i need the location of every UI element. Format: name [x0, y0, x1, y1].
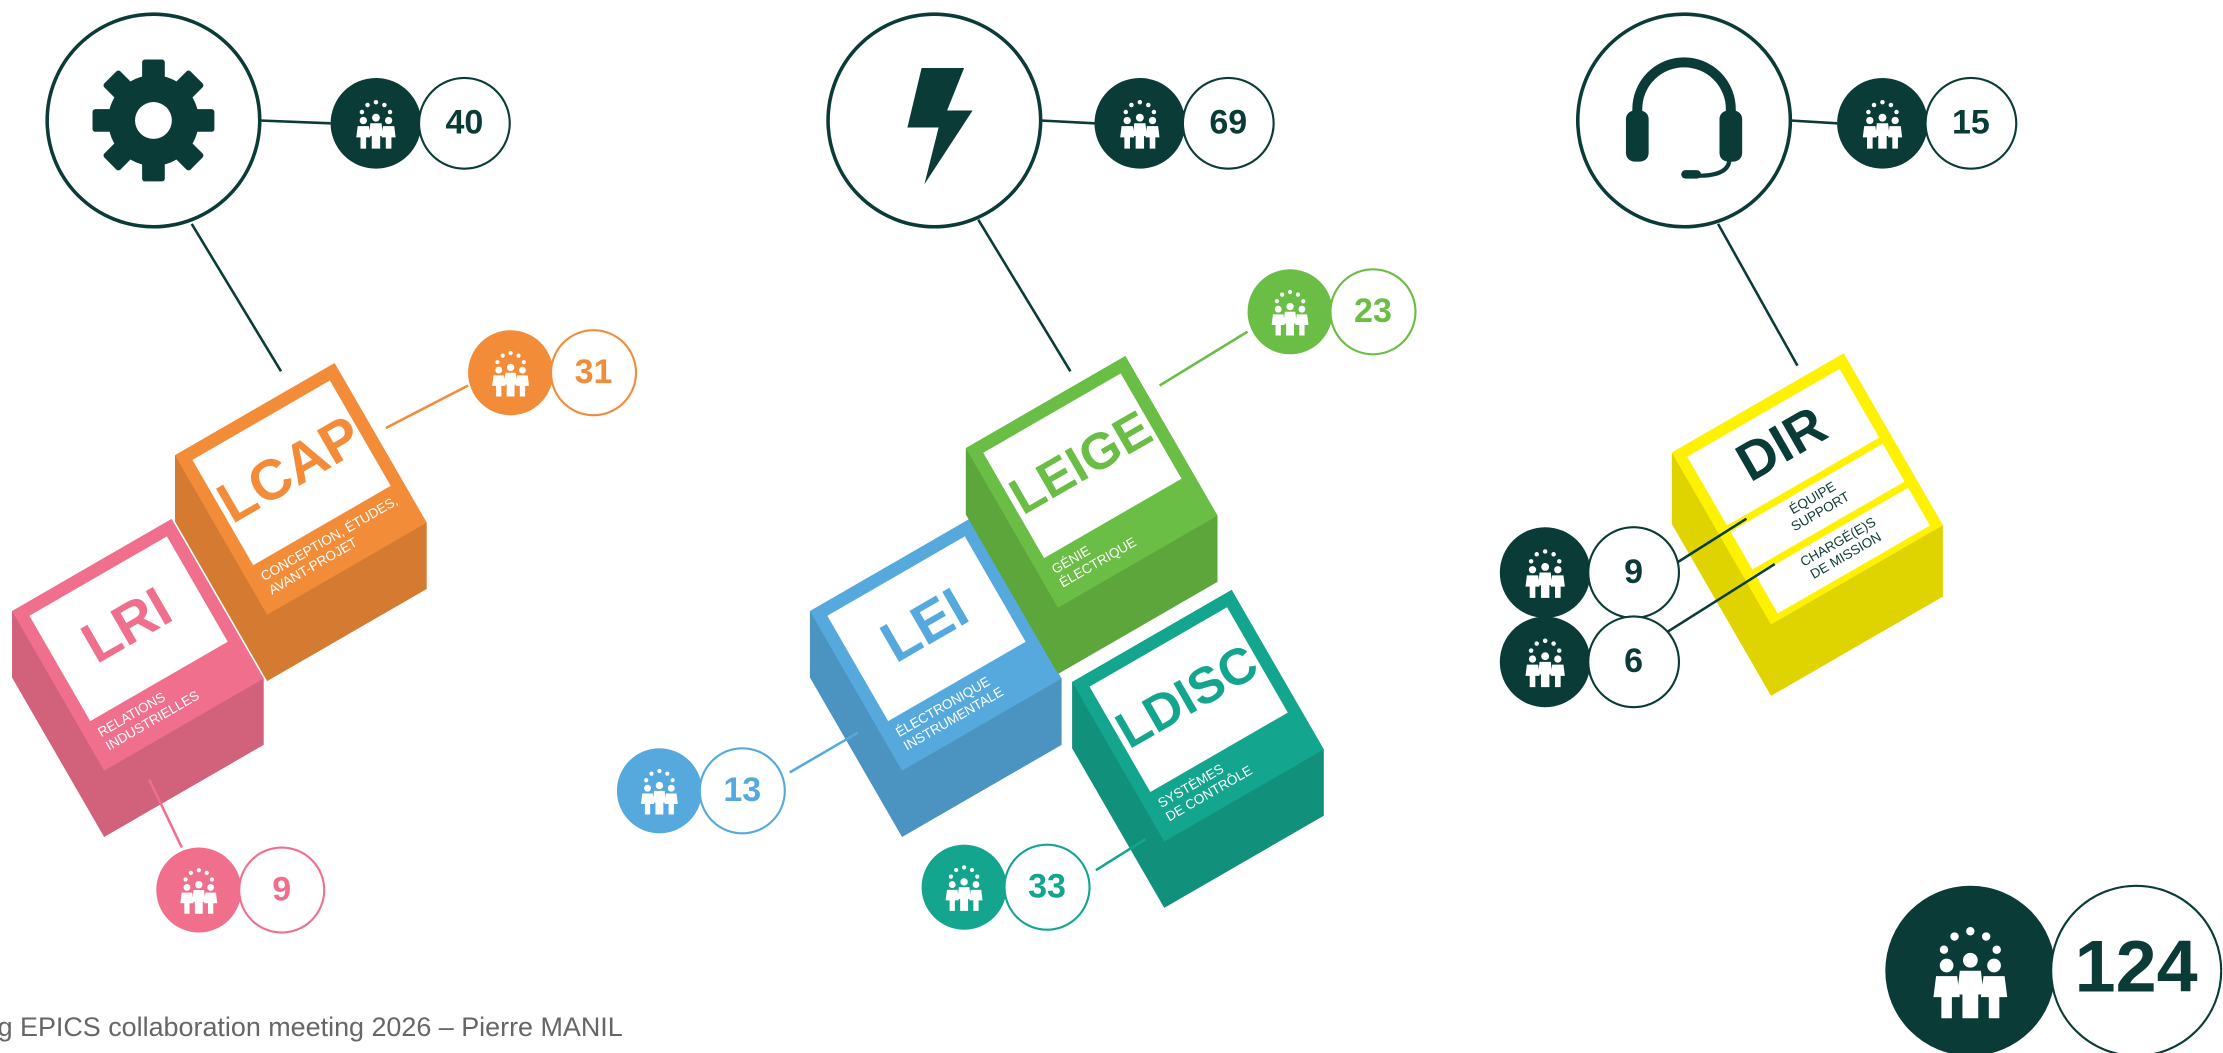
count: 40	[445, 104, 483, 142]
connector	[260, 120, 331, 123]
icon-circle-gear	[47, 14, 260, 227]
count: 15	[1952, 104, 1990, 142]
icon-circle-headset	[1578, 14, 1791, 227]
connector	[978, 220, 1070, 372]
people-badge	[1837, 78, 1928, 169]
count: 23	[1354, 292, 1392, 330]
count: 33	[1028, 868, 1066, 906]
count: 13	[723, 771, 761, 809]
people-badge	[331, 78, 422, 169]
count: 6	[1624, 642, 1643, 680]
count: 69	[1209, 104, 1247, 142]
count: 9	[1624, 553, 1643, 591]
count: 9	[272, 870, 291, 908]
count: 31	[575, 353, 613, 391]
people-badge	[617, 748, 702, 833]
people-badge	[1094, 78, 1185, 169]
connector	[1790, 120, 1837, 123]
org-diagram: g EPICS collaboration meeting 2026 – Pie…	[0, 0, 2223, 1053]
people-badge	[922, 845, 1007, 930]
connector	[192, 224, 281, 371]
connector	[386, 385, 468, 428]
people-badge	[1885, 886, 2055, 1053]
count: 124	[2075, 925, 2198, 1008]
connector	[1160, 332, 1248, 386]
people-badge	[156, 848, 241, 933]
connector	[790, 733, 858, 773]
footer: g EPICS collaboration meeting 2026 – Pie…	[0, 1012, 623, 1042]
people-badge	[1500, 616, 1591, 707]
connector	[1718, 224, 1797, 366]
icon-circle-lightning	[828, 14, 1041, 227]
connector	[1041, 120, 1095, 123]
page: {"groups": [ {"count": 40, "teams": [ {"…	[0, 0, 2223, 1053]
